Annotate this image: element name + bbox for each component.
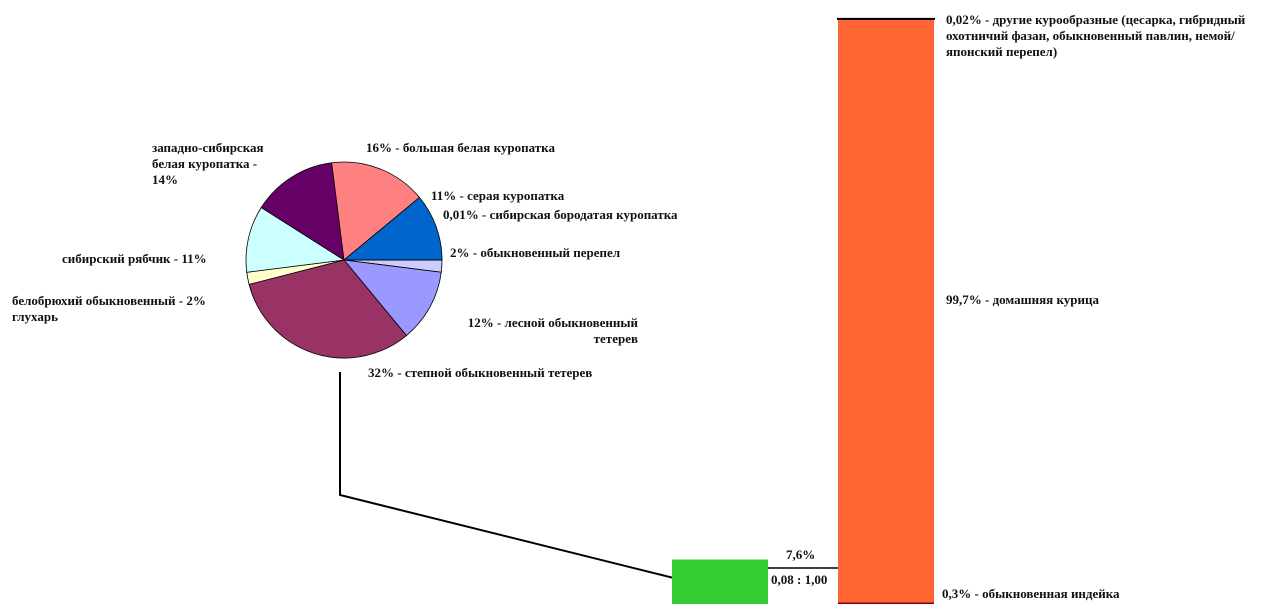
bar-segment [838,602,934,604]
pie-slice [343,259,442,337]
pie-slice [245,206,346,273]
pie-slice [342,196,443,261]
slice-label: сибирский рябчик - 11% [62,251,207,266]
ratio-annotation: 0,08 : 1,00 [771,572,828,587]
segment-label: 99,7% - домашняя курица [946,292,1099,307]
pie-slice [260,162,345,261]
slice-label: 12% - лесной обыкновенный тетерев [467,315,638,346]
slice-label: белобрюхий обыкновенный - 2% глухарь [12,293,206,324]
bar-label: 7,6% [786,547,816,562]
connector [339,372,723,591]
slice-label: 2% - обыкновенный перепел [450,245,621,260]
bar-segment [838,19,934,603]
slice-label: 0,01% - сибирская бородатая куропатка [443,207,678,222]
pie-slice [248,259,408,359]
segment-label: 0,02% - другие курообразные (цесарка, ги… [946,12,1246,59]
slice-label: 32% - степной обыкновенный тетерев [368,365,593,380]
slice-label: западно-сибирская белая куропатка - 14% [152,140,264,187]
bar [672,559,768,604]
slice-label: 11% - серая куропатка [431,188,565,203]
pie-slice [331,161,421,261]
segment-label: 0,3% - обыкновенная индейка [942,586,1120,601]
slice-label: 16% - большая белая куропатка [366,140,555,155]
